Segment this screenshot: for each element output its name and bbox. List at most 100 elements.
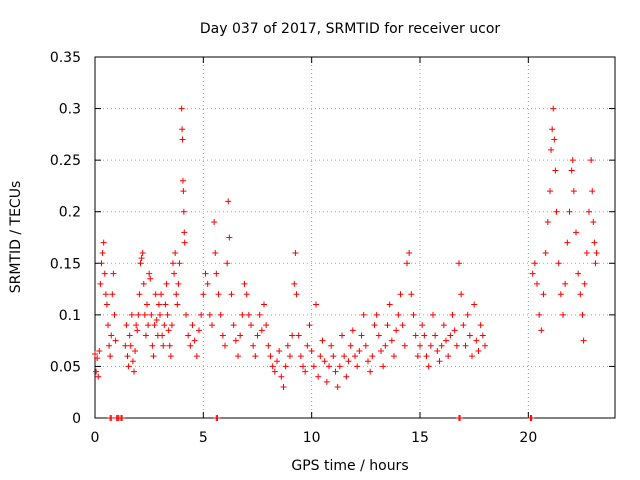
data-point [139, 249, 146, 256]
data-point [397, 291, 404, 298]
data-point [109, 291, 116, 298]
data-point [349, 327, 356, 334]
data-point [549, 126, 556, 133]
data-point [122, 342, 129, 349]
data-point [258, 327, 265, 334]
data-point [373, 311, 380, 318]
data-point [593, 249, 600, 256]
data-point [181, 229, 188, 236]
data-point [280, 384, 287, 391]
data-point [128, 311, 135, 318]
data-point [175, 280, 182, 287]
x-tick-label: 5 [199, 430, 208, 446]
data-point [479, 332, 486, 339]
data-point [590, 219, 597, 226]
data-point [103, 301, 110, 308]
data-point [274, 358, 280, 365]
data-point [135, 311, 142, 318]
data-point [157, 311, 163, 318]
data-point [148, 311, 155, 318]
data-point [239, 311, 246, 318]
axis-ticks: 0 0.05 0.1 0.15 0.2 0.25 0.3 0.35 0 5 10 15 20 [50, 50, 615, 446]
data-point [417, 342, 423, 349]
data-point [343, 373, 350, 380]
data-point [414, 353, 421, 360]
data-point [317, 353, 324, 360]
data-point [250, 342, 257, 349]
data-point [271, 368, 278, 375]
x-tick-label: 15 [411, 430, 429, 446]
data-point [583, 249, 590, 256]
data-point [187, 342, 194, 349]
data-point [362, 342, 369, 349]
data-point [269, 363, 276, 370]
data-point [552, 167, 559, 174]
data-point [304, 342, 311, 349]
data-point [323, 378, 330, 385]
data-point [124, 353, 131, 360]
data-point [560, 311, 566, 318]
data-point [140, 280, 147, 287]
data-point [282, 363, 289, 370]
y-tick-label: 0.1 [59, 308, 81, 324]
data-point [579, 311, 586, 318]
chart-title: Day 037 of 2017, SRMTID for receiver uco… [200, 21, 501, 37]
data-point [108, 332, 115, 339]
data-point [150, 353, 157, 360]
data-point [178, 105, 185, 112]
data-point [456, 260, 462, 267]
data-point [477, 322, 484, 329]
data-point [538, 327, 545, 334]
data-point [278, 373, 285, 380]
data-point [425, 363, 432, 370]
data-point [174, 301, 181, 308]
data-points [92, 105, 600, 421]
data-point [245, 311, 252, 318]
data-point [267, 353, 274, 360]
data-point [569, 157, 576, 164]
data-point [589, 188, 596, 195]
y-tick-label: 0.25 [50, 153, 81, 169]
data-point [313, 301, 319, 308]
y-tick-label: 0.3 [59, 102, 81, 118]
data-point [92, 351, 98, 358]
data-point [321, 358, 328, 365]
data-point [200, 291, 207, 298]
data-point [378, 347, 384, 354]
data-point [276, 347, 283, 354]
data-point [198, 311, 205, 318]
data-point [292, 249, 299, 256]
data-point [352, 353, 358, 360]
data-point [126, 332, 133, 339]
data-point [291, 280, 298, 287]
data-point [591, 239, 598, 246]
data-point [183, 311, 189, 318]
data-point [440, 322, 447, 329]
data-point [339, 332, 345, 339]
data-point [406, 249, 413, 256]
data-point [347, 342, 354, 349]
data-point [181, 239, 188, 246]
data-point [141, 311, 148, 318]
data-point [319, 337, 326, 344]
data-point [382, 342, 389, 349]
data-point [393, 327, 400, 334]
data-point [588, 157, 595, 164]
data-point [386, 301, 393, 308]
data-point [564, 239, 571, 246]
data-point [306, 322, 313, 329]
data-point [228, 291, 235, 298]
x-tick-label: 0 [91, 430, 100, 446]
data-point [391, 353, 397, 360]
data-point [457, 415, 464, 421]
data-point [93, 368, 100, 375]
data-point [261, 301, 267, 308]
data-point [96, 347, 103, 354]
data-point [172, 249, 179, 256]
data-point [202, 270, 209, 277]
data-point [159, 332, 166, 339]
data-point [219, 332, 226, 339]
data-point [443, 337, 449, 344]
data-point [336, 363, 343, 370]
